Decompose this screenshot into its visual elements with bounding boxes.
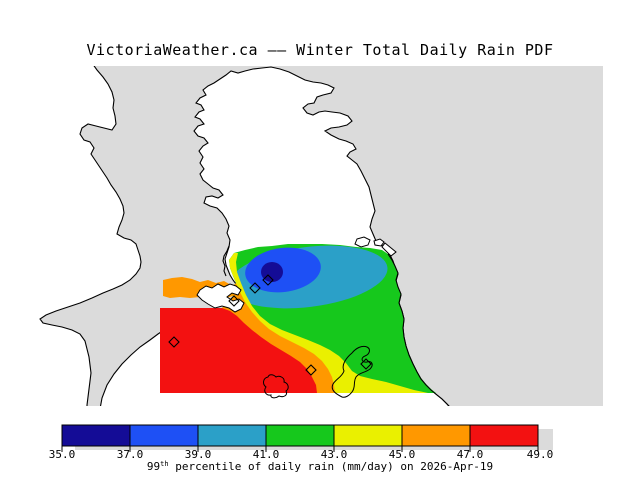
colorbar-caption: 99th percentile of daily rain (mm/day) o… [0,460,640,473]
caption-prefix: 99 [146,460,161,473]
islet-2 [373,238,385,247]
esquimalt-harbour-outline [263,374,289,399]
station-diamond [305,364,317,376]
tick-47: 47.0 [456,448,484,461]
colorbar [61,424,553,452]
colorbar-tick-marks [61,446,539,452]
colorbar-seg-6 [401,424,471,447]
station-markers [168,274,372,376]
caption-rest: percentile of daily rain (mm/day) on 202… [168,460,494,473]
coastline-west-overlay [222,245,230,277]
colorbar-seg-4 [265,424,335,447]
colorbar-seg-7 [469,424,539,447]
colorbar-seg-5 [333,424,403,447]
caption-superscript: th [160,460,169,468]
tick-43: 43.0 [320,448,348,461]
station-diamond [249,282,261,294]
tick-45: 45.0 [388,448,416,461]
station-diamond [228,295,240,307]
coastal-map [39,66,603,406]
islet-1 [354,236,371,248]
islets [354,236,397,257]
tick-35: 35.0 [48,448,76,461]
victoria-harbour-outline [331,345,373,398]
tick-37: 37.0 [116,448,144,461]
colorbar-seg-3 [197,424,267,447]
tick-41: 41.0 [252,448,280,461]
station-diamond [360,358,372,370]
contour-red [160,308,317,393]
station-diamond [168,336,180,348]
colorbar-seg-1 [61,424,131,447]
page-title: VictoriaWeather.ca —— Winter Total Daily… [86,41,554,59]
tick-49: 49.0 [526,448,554,461]
islet-spit [381,242,397,257]
station-diamond [262,274,274,286]
colorbar-seg-2 [129,424,199,447]
coastline-east-overlay [387,253,450,406]
tick-39: 39.0 [184,448,212,461]
